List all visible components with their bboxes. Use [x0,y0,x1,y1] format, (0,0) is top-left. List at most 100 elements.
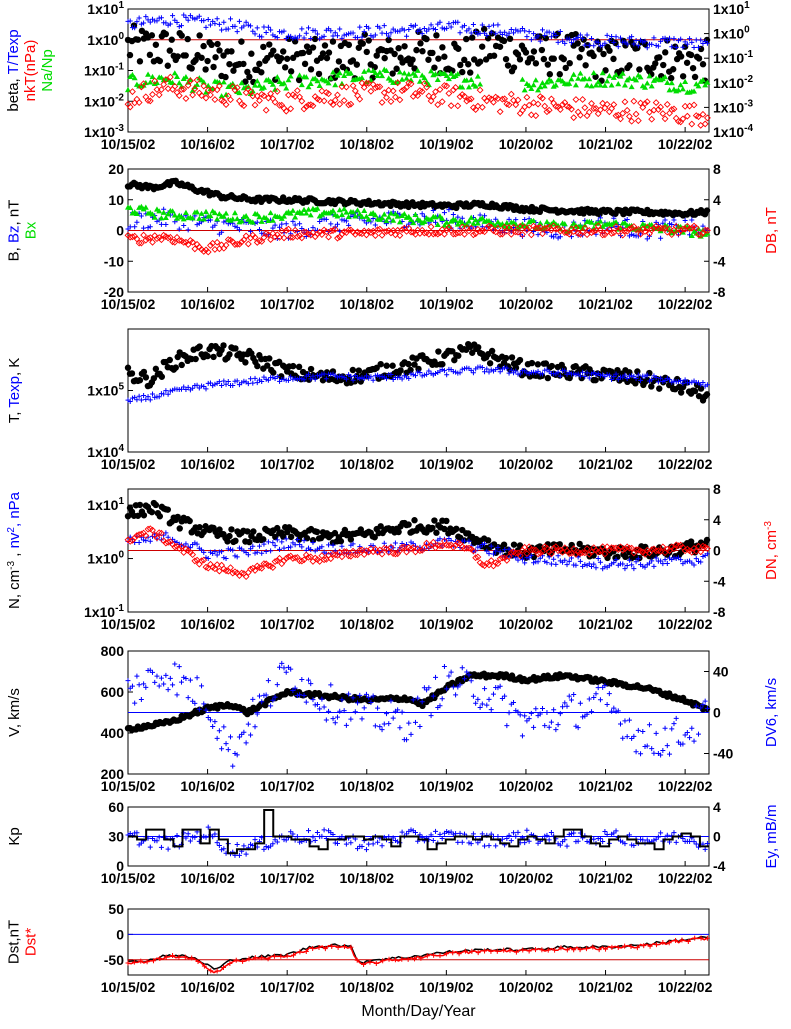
data-point [339,543,345,549]
data-point [274,74,281,80]
x-tick-label: 10/17/02 [260,616,315,632]
data-point [230,67,237,74]
data-point [450,211,456,217]
data-point [654,224,662,232]
data-point [332,548,338,554]
data-point [539,230,546,238]
data-point [321,827,327,833]
data-point [236,227,242,233]
data-point [585,108,593,116]
data-point [385,86,393,94]
data-point [508,354,516,361]
data-point [329,38,337,45]
data-point [516,222,524,230]
data-point [228,734,234,740]
data-point [222,101,230,109]
data-point [601,550,609,558]
data-point [600,50,607,58]
data-point [648,226,656,234]
data-point [482,213,488,219]
data-point [260,560,268,568]
data-point [299,677,305,683]
data-point [620,735,626,741]
data-point [498,95,506,103]
data-point [400,86,408,93]
data-point [297,949,303,955]
data-point [418,88,426,96]
data-point [453,831,459,837]
data-point [624,563,630,569]
data-point [165,846,171,852]
data-point [601,82,608,88]
data-point [472,83,479,89]
data-point [207,549,213,555]
data-point [254,25,260,31]
data-point [389,87,397,95]
data-point [433,674,439,680]
data-point [279,221,285,227]
data-point [216,21,222,27]
data-point [323,216,329,222]
data-point [499,695,505,701]
data-point [272,694,278,700]
data-point [687,51,695,59]
data-point [171,70,178,76]
data-point [147,844,153,850]
data-point [270,374,276,380]
data-point [303,210,310,216]
data-point [350,541,356,547]
data-point [640,39,646,45]
data-point [380,958,386,964]
data-point [199,683,205,689]
data-point [332,720,338,726]
data-point [550,544,558,552]
data-point [147,19,153,25]
data-point [268,843,274,849]
data-point [628,944,634,950]
data-point [412,829,418,835]
y-tick-label: 0 [116,858,124,874]
data-point [152,679,158,685]
data-point [155,91,163,99]
data-point [631,566,637,572]
data-point [579,96,587,103]
data-point [210,353,217,361]
data-point [375,839,381,845]
data-point [244,240,252,248]
data-point [212,549,218,555]
data-point [454,229,462,237]
data-point [658,830,664,836]
data-point [192,355,199,363]
data-point [418,955,424,961]
data-point [363,373,369,379]
data-point [697,231,705,239]
data-point [319,544,325,550]
data-point [653,375,659,381]
data-point [215,82,223,90]
y-axis-label: beta, T/Texp nkT(nPa) Na/Np [5,29,56,111]
data-point [163,20,169,26]
data-point [346,691,352,697]
data-point [207,22,213,28]
data-point [446,673,452,679]
data-point [565,230,573,238]
x-tick-label: 10/16/02 [180,979,235,995]
data-point [277,224,283,230]
x-tick-label: 10/17/02 [260,778,315,794]
data-point [174,53,181,60]
data-point [256,214,263,220]
data-point [604,32,610,38]
data-point [621,82,628,88]
data-point [170,682,176,688]
data-point [573,372,579,378]
data-point [531,560,537,566]
data-point [477,705,483,711]
data-point [523,223,530,229]
data-point [513,833,519,839]
data-point [254,549,260,555]
data-point [628,83,635,90]
data-point [592,73,599,80]
data-point [441,525,448,533]
data-point [519,76,526,82]
data-point [662,35,668,41]
